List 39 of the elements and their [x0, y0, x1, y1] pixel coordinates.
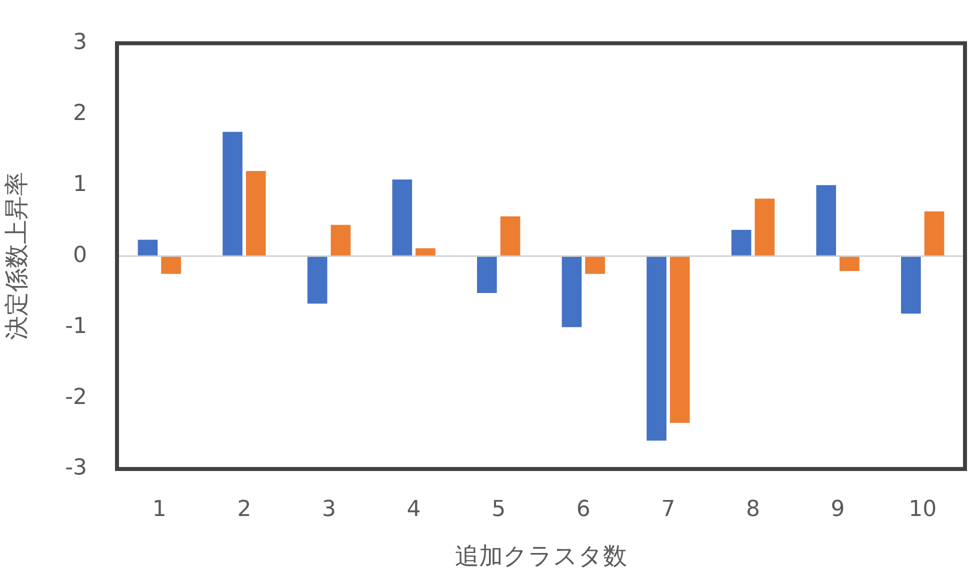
- y-tick-label: -3: [65, 456, 87, 481]
- x-tick-label: 1: [152, 496, 166, 522]
- bar: [161, 256, 181, 274]
- x-tick-label: 5: [492, 496, 506, 522]
- bar: [500, 216, 520, 256]
- y-axis-title: 決定係数上昇率: [2, 172, 31, 340]
- y-tick-label: 1: [73, 172, 87, 197]
- x-axis-title: 追加クラスタ数: [455, 542, 627, 570]
- x-tick-label: 3: [322, 496, 336, 522]
- y-tick-label: -2: [65, 384, 87, 410]
- bar: [477, 256, 497, 294]
- y-tick-label: -1: [65, 314, 87, 339]
- bar: [307, 256, 328, 304]
- bar: [222, 132, 242, 256]
- bar: [754, 198, 775, 256]
- bar: [646, 256, 666, 441]
- bar: [840, 256, 860, 272]
- x-tick-label: 10: [908, 496, 937, 522]
- bar: [924, 211, 944, 256]
- bar: [330, 224, 351, 256]
- bar: [731, 230, 752, 256]
- bar: [416, 248, 436, 256]
- x-tick-label: 7: [661, 496, 676, 522]
- bar: [670, 256, 690, 423]
- x-tick-label: 9: [830, 496, 845, 522]
- y-tick-label: 3: [73, 30, 87, 55]
- bar: [562, 256, 582, 328]
- y-tick-label: 0: [73, 242, 87, 268]
- bar: [901, 256, 921, 314]
- x-tick-label: 6: [576, 496, 590, 522]
- x-tick-label: 2: [237, 496, 252, 522]
- bar: [392, 179, 412, 256]
- bar: [816, 185, 836, 256]
- bar: [585, 256, 605, 274]
- y-tick-label: 2: [73, 100, 87, 126]
- x-tick-label: 8: [746, 496, 760, 522]
- bar: [138, 240, 158, 256]
- x-tick-label: 4: [406, 496, 421, 522]
- bar: [246, 170, 266, 256]
